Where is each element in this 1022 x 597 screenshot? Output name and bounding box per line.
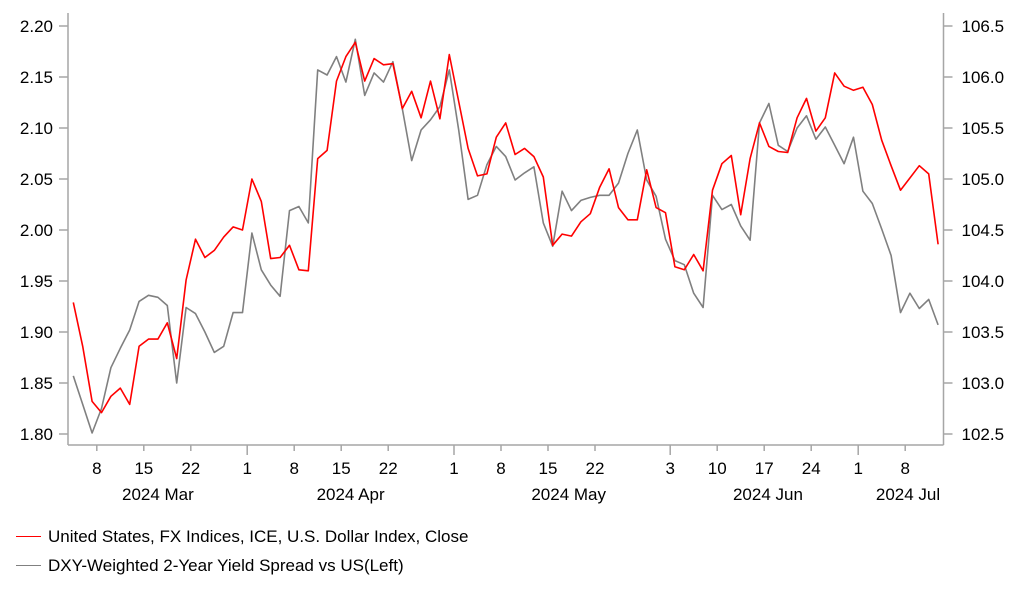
x-tick-label: 22 xyxy=(586,459,605,478)
right-axis-ticks: 102.5 103.0 103.5 104.0 104.5 105.0 105.5 106.0… xyxy=(943,17,1005,444)
yield-spread-line xyxy=(72,38,939,434)
right-tick-label: 105.0 xyxy=(962,170,1005,189)
x-tick-label: 15 xyxy=(332,459,351,478)
x-axis-ticks: 8 15 22 1 8 15 22 1 8 15 22 3 10 17 24 1 8 2024 Mar 2024 A… xyxy=(92,445,940,504)
right-tick-label: 105.5 xyxy=(962,119,1005,138)
left-tick-label: 2.10 xyxy=(20,119,53,138)
x-month-label: 2024 Mar xyxy=(122,485,194,504)
x-tick-label: 22 xyxy=(379,459,398,478)
right-tick-label: 103.0 xyxy=(962,374,1005,393)
left-tick-label: 1.85 xyxy=(20,374,53,393)
x-month-label: 2024 Apr xyxy=(317,485,385,504)
legend-label-dxy: United States, FX Indices, ICE, U.S. Dol… xyxy=(48,526,469,546)
right-tick-label: 102.5 xyxy=(962,425,1005,444)
x-month-label: 2024 Jul xyxy=(876,485,940,504)
x-tick-label: 8 xyxy=(289,459,298,478)
right-tick-label: 104.5 xyxy=(962,221,1005,240)
dxy-line xyxy=(72,41,939,414)
x-month-label: 2024 Jun xyxy=(733,485,803,504)
x-tick-label: 1 xyxy=(449,459,458,478)
legend: United States, FX Indices, ICE, U.S. Dol… xyxy=(16,522,468,580)
x-month-label: 2024 May xyxy=(531,485,606,504)
dxy-line-points xyxy=(73,42,939,413)
axes xyxy=(67,13,945,446)
right-tick-label: 104.0 xyxy=(962,272,1005,291)
left-tick-label: 1.90 xyxy=(20,323,53,342)
left-tick-label: 2.05 xyxy=(20,170,53,189)
x-tick-label: 17 xyxy=(755,459,774,478)
x-tick-label: 15 xyxy=(134,459,153,478)
legend-item-dxy: United States, FX Indices, ICE, U.S. Dol… xyxy=(16,522,468,551)
x-tick-label: 10 xyxy=(708,459,727,478)
x-tick-label: 15 xyxy=(539,459,558,478)
x-tick-label: 8 xyxy=(92,459,101,478)
left-tick-label: 2.00 xyxy=(20,221,53,240)
dual-axis-line-chart: 1.801.851.901.952.002.052.102.152.20 102… xyxy=(20,13,1005,504)
x-tick-label: 24 xyxy=(802,459,821,478)
left-tick-label: 1.80 xyxy=(20,425,53,444)
x-tick-label: 1 xyxy=(853,459,862,478)
legend-swatch-red xyxy=(16,536,41,537)
legend-item-yield-spread: DXY-Weighted 2-Year Yield Spread vs US(L… xyxy=(16,551,468,580)
x-tick-label: 1 xyxy=(242,459,251,478)
legend-swatch-gray xyxy=(16,565,41,566)
left-tick-label: 2.15 xyxy=(20,68,53,87)
x-tick-label: 3 xyxy=(665,459,674,478)
right-tick-label: 106.0 xyxy=(962,68,1005,87)
right-tick-label: 106.5 xyxy=(962,17,1005,36)
series-layer xyxy=(72,38,939,434)
left-axis-ticks: 1.80 1.85 1.90 1.95 2.00 2.05 2.10 2.15 2.20 xyxy=(20,17,68,444)
x-tick-label: 8 xyxy=(900,459,909,478)
x-tick-label: 22 xyxy=(181,459,200,478)
legend-label-yield-spread: DXY-Weighted 2-Year Yield Spread vs US(L… xyxy=(48,555,404,575)
yield-spread-line-points xyxy=(73,39,939,434)
left-tick-label: 1.95 xyxy=(20,272,53,291)
right-tick-label: 103.5 xyxy=(962,323,1005,342)
x-tick-label: 8 xyxy=(496,459,505,478)
left-tick-label: 2.20 xyxy=(20,17,53,36)
